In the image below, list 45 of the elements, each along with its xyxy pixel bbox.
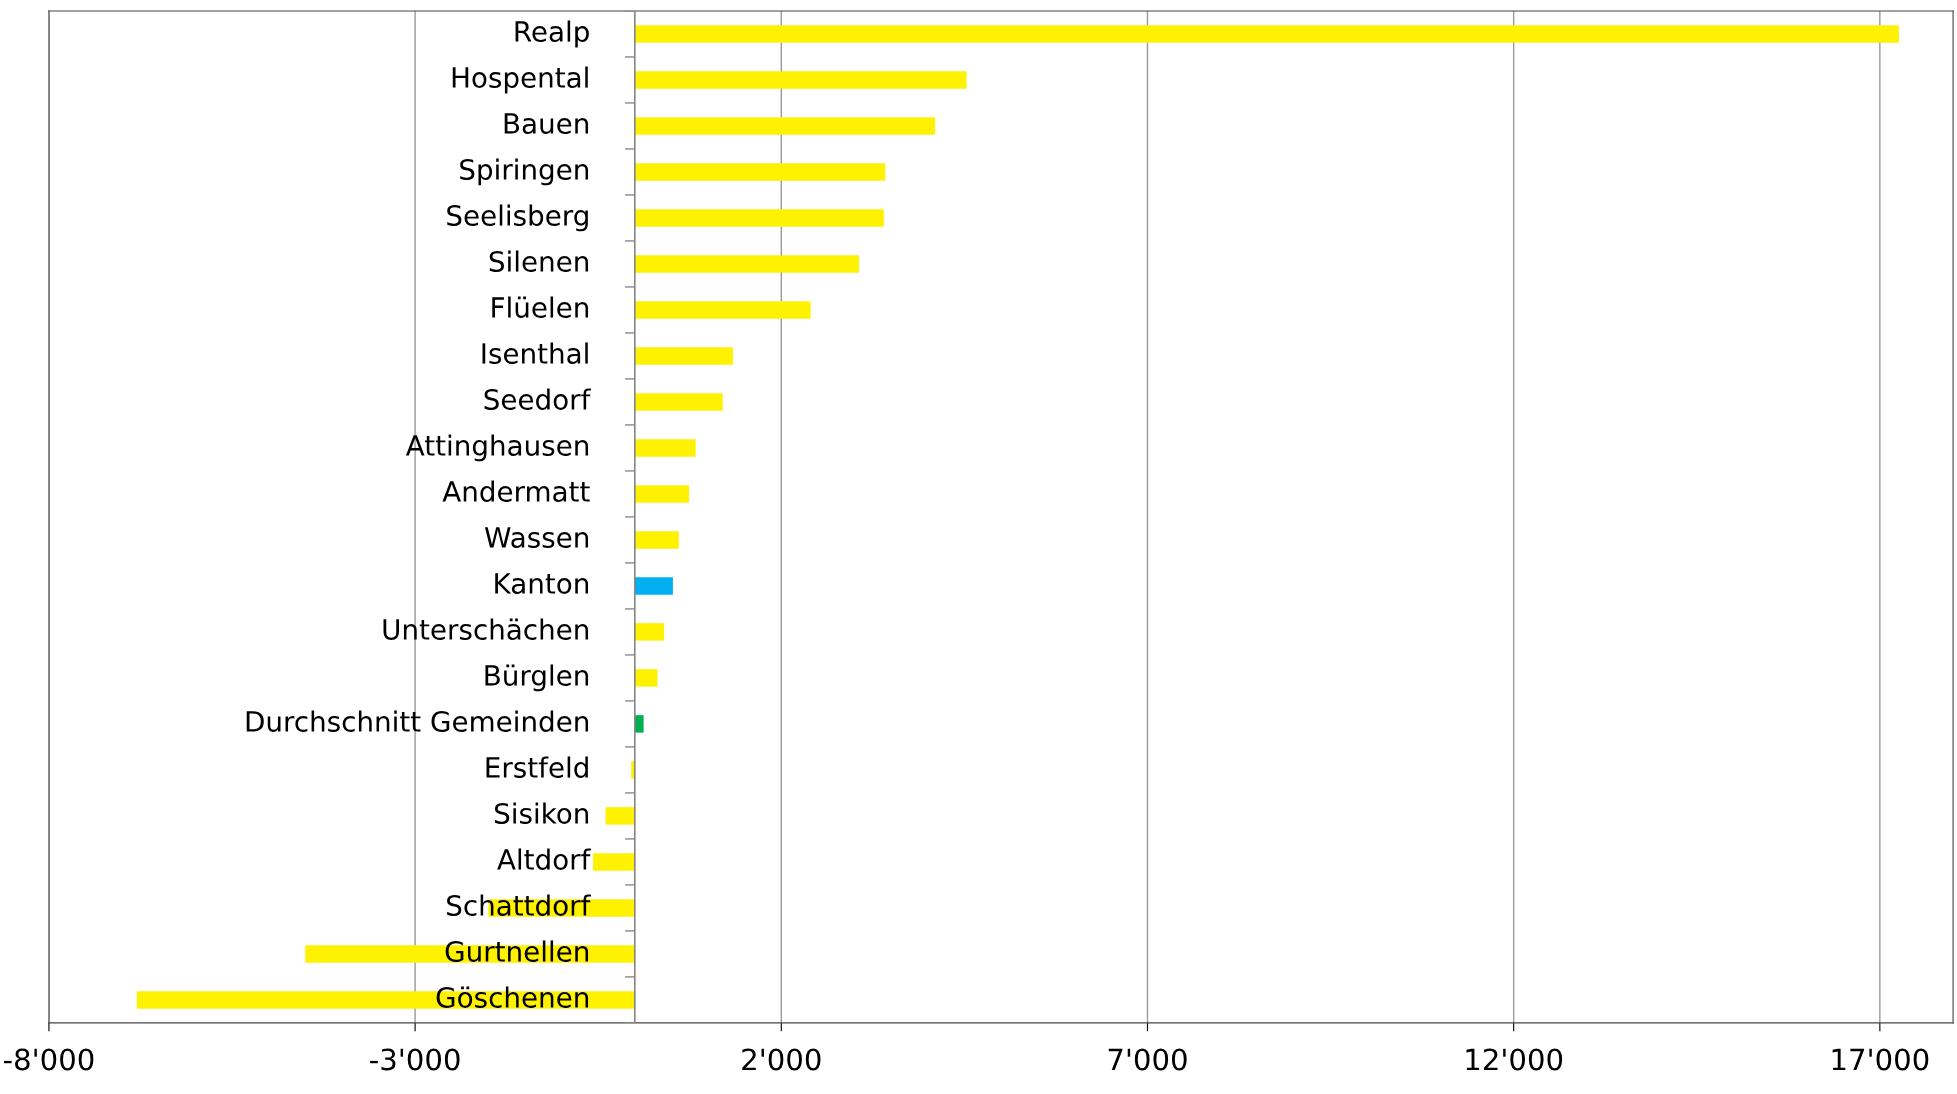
bar [634, 301, 811, 319]
y-tick-label: Andermatt [442, 480, 590, 502]
x-tick-label: 17'000 [1832, 1048, 1929, 1071]
y-tick-label: Bürglen [485, 664, 589, 692]
bar [605, 807, 635, 825]
bar [593, 853, 635, 871]
x-tick-label: 12'000 [1466, 1048, 1563, 1071]
bar [634, 669, 658, 687]
y-tick-label: Durchschnitt Gemeinden [246, 710, 589, 732]
y-tick-label: Hospental [452, 66, 588, 94]
y-tick-label: Seelisberg [447, 204, 588, 232]
y-tick-label: Unterschächen [383, 618, 589, 640]
x-tick-label: 7'000 [1108, 1048, 1187, 1071]
y-tick-label: Realp [515, 20, 589, 48]
bar [634, 117, 936, 135]
bar [634, 439, 696, 457]
y-tick-label: Flüelen [492, 296, 589, 318]
y-tick-label: Sisikon [494, 802, 589, 824]
y-tick-label: Kanton [495, 573, 589, 594]
bar [634, 623, 665, 641]
bar [634, 209, 884, 227]
bar [634, 25, 1899, 43]
y-tick-label: Göschenen [436, 986, 589, 1008]
y-tick-label: Isenthal [482, 342, 588, 364]
y-tick-label: Spiringen [460, 158, 589, 186]
bar [634, 255, 859, 273]
bar [634, 577, 673, 595]
y-tick-label: Seedorf [484, 388, 591, 410]
x-tick-label: 2'000 [742, 1048, 821, 1071]
y-tick-label: Silenen [489, 250, 589, 272]
bar [634, 71, 967, 89]
x-tick-label: -3'000 [370, 1048, 460, 1071]
x-tick-label: -8'000 [3, 1048, 94, 1071]
y-tick-label: Wassen [484, 527, 589, 548]
y-tick-label: Bauen [504, 113, 589, 134]
bar [634, 715, 644, 733]
bar [634, 163, 886, 181]
bar [634, 531, 679, 549]
y-tick-label: Erstfeld [486, 756, 588, 778]
bar [634, 485, 690, 503]
y-tick-label: Altdorf [497, 848, 591, 870]
bar [634, 347, 733, 365]
bar [634, 393, 723, 411]
y-tick-label: Gurtnellen [445, 940, 589, 962]
y-tick-label: Attinghausen [405, 434, 589, 462]
